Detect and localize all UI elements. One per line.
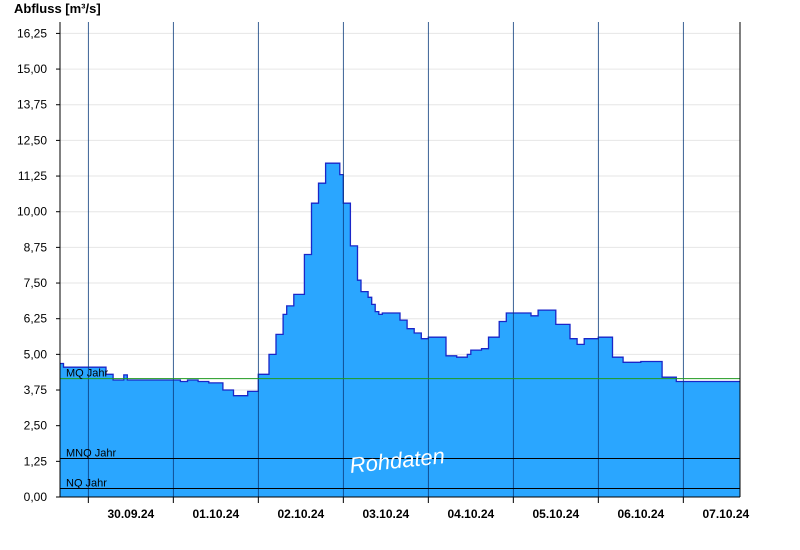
y-tick-label-0: 0,00	[24, 490, 48, 504]
y-tick-label-8: 10,00	[17, 205, 47, 219]
x-tick-label-0: 30.09.24	[107, 507, 154, 521]
y-tick-label-5: 6,25	[24, 312, 48, 326]
series-line-0	[60, 162, 740, 397]
x-tick-label-4: 04.10.24	[447, 507, 494, 521]
y-tick-label-11: 13,75	[17, 98, 47, 112]
x-ticks: 30.09.24 01.10.24 02.10.24 03.10.24 04.10.24…	[87, 497, 750, 521]
area-layer	[60, 162, 740, 497]
day-separators	[87, 22, 684, 497]
x-tick-label-6: 06.10.24	[617, 507, 664, 521]
y-tick-label-13: 16,25	[17, 26, 47, 40]
x-tick-label-3: 03.10.24	[362, 507, 409, 521]
y-tick-label-6: 7,50	[24, 276, 48, 290]
y-ticks: 0,00 1,25 2,50 3,75 5,00 6,25 7,50 8,75 10,00 11,…	[17, 26, 60, 504]
y-tick-label-1: 1,25	[24, 454, 48, 468]
y-tick-label-4: 5,00	[24, 347, 48, 361]
x-tick-label-7: 07.10.24	[702, 507, 749, 521]
y-tick-label-2: 2,50	[24, 419, 48, 433]
y-tick-label-7: 8,75	[24, 240, 48, 254]
series-area-0	[60, 163, 740, 497]
y-tick-label-12: 15,00	[17, 62, 47, 76]
reference-label-2: NQ Jahr	[66, 477, 107, 489]
reference-lines: MQ Jahr MNQ Jahr NQ Jahr	[60, 368, 740, 489]
x-tick-label-5: 05.10.24	[532, 507, 579, 521]
y-tick-label-3: 3,75	[24, 383, 48, 397]
x-tick-label-1: 01.10.24	[192, 507, 239, 521]
x-tick-label-2: 02.10.24	[277, 507, 324, 521]
y-tick-label-9: 11,25	[18, 169, 47, 183]
reference-label-1: MNQ Jahr	[66, 447, 116, 459]
y-axis-label: Abfluss [m³/s]	[14, 1, 101, 16]
y-tick-label-10: 12,50	[17, 133, 47, 147]
reference-label-0: MQ Jahr	[66, 368, 109, 380]
